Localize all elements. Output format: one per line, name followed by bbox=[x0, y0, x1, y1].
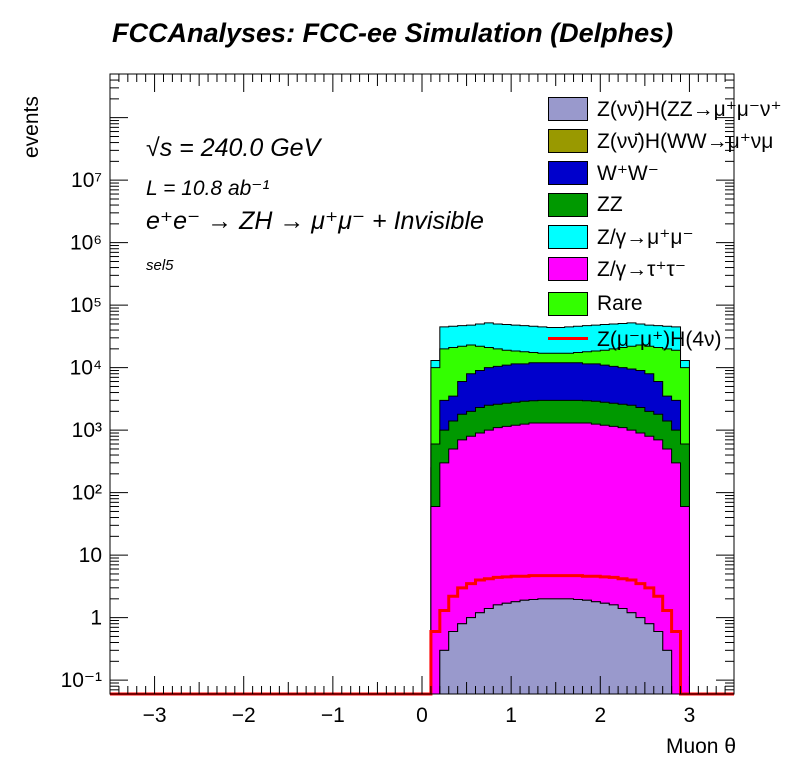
y-tick-label: 10⁵ bbox=[70, 294, 102, 317]
y-tick-label: 10⁴ bbox=[70, 357, 102, 380]
legend-entry: Z/γ→τ⁺τ⁻ bbox=[548, 257, 686, 281]
x-tick-label: 1 bbox=[505, 704, 517, 727]
x-tick-label: 2 bbox=[594, 704, 606, 727]
x-tick-label: −3 bbox=[143, 704, 167, 727]
legend-entry: W⁺W⁻ bbox=[548, 161, 659, 185]
legend-label: Z/γ→μ⁺μ⁻ bbox=[597, 225, 694, 249]
legend-label: Z(νν̄)H(ZZ→μ⁺μ⁻ν⁺ bbox=[597, 97, 782, 121]
legend-line bbox=[548, 327, 588, 351]
legend-label: Rare bbox=[597, 292, 643, 315]
legend-entry: Z(νν̄)H(WW→μ⁺νμ bbox=[548, 129, 773, 153]
annotation-luminosity: L = 10.8 ab⁻¹ bbox=[146, 177, 270, 200]
x-axis-label: Muon θ bbox=[665, 735, 736, 758]
legend-swatch bbox=[548, 97, 588, 121]
legend-entry: Z(μ⁻μ⁺)H(4ν) bbox=[548, 327, 722, 351]
x-tick-label: 3 bbox=[684, 704, 696, 727]
annotation-selection: sel5 bbox=[146, 257, 174, 274]
legend-swatch bbox=[548, 225, 588, 249]
y-tick-label: 10⁷ bbox=[71, 169, 102, 192]
x-tick-label: 0 bbox=[416, 704, 428, 727]
legend-label: Z(μ⁻μ⁺)H(4ν) bbox=[597, 327, 722, 351]
legend-entry: Z(νν̄)H(ZZ→μ⁺μ⁻ν⁺ bbox=[548, 97, 782, 121]
chart-title: FCCAnalyses: FCC-ee Simulation (Delphes) bbox=[112, 18, 674, 48]
legend-swatch bbox=[548, 257, 588, 281]
x-tick-label: −2 bbox=[232, 704, 256, 727]
y-tick-label: 10² bbox=[72, 482, 102, 505]
legend-entry: Rare bbox=[548, 292, 643, 316]
legend-label: W⁺W⁻ bbox=[597, 161, 659, 185]
y-tick-label: 1 bbox=[90, 607, 102, 630]
y-tick-label: 10⁶ bbox=[70, 232, 102, 255]
legend-label: Z/γ→τ⁺τ⁻ bbox=[597, 257, 686, 281]
legend-swatch bbox=[548, 292, 588, 316]
legend-swatch bbox=[548, 161, 588, 185]
legend-swatch bbox=[548, 193, 588, 217]
legend-label: Z(νν̄)H(WW→μ⁺νμ bbox=[597, 129, 774, 153]
annotation-energy: √s = 240.0 GeV bbox=[146, 134, 321, 162]
y-tick-label: 10³ bbox=[72, 419, 102, 442]
annotation-process: e⁺e⁻ → ZH → μ⁺μ⁻ + Invisible bbox=[146, 207, 484, 235]
legend-label: ZZ bbox=[597, 193, 623, 216]
y-tick-label: 10 bbox=[79, 544, 102, 567]
legend-entry: ZZ bbox=[548, 193, 623, 217]
signal-line bbox=[110, 574, 734, 696]
legend: Z(νν̄)H(ZZ→μ⁺μ⁻ν⁺ Z(νν̄)H(WW→μ⁺νμ W⁺W⁻ Z… bbox=[541, 95, 796, 353]
x-tick-label: −1 bbox=[321, 704, 345, 727]
y-axis-label: events bbox=[20, 96, 43, 158]
y-tick-label: 10⁻¹ bbox=[61, 669, 102, 692]
legend-entry: Z/γ→μ⁺μ⁻ bbox=[548, 225, 694, 249]
histogram-0 bbox=[430, 598, 690, 695]
legend-swatch bbox=[548, 129, 588, 153]
